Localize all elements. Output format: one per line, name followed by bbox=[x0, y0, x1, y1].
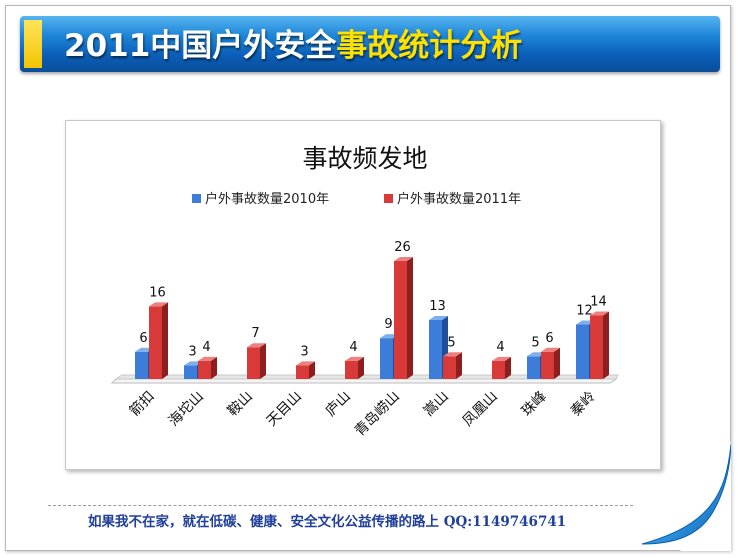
bar-front bbox=[296, 365, 309, 379]
bar-side bbox=[456, 352, 462, 379]
data-label: 9 bbox=[384, 317, 392, 332]
bar-top bbox=[590, 311, 609, 316]
x-tick-label: 天目山 bbox=[264, 389, 305, 430]
slide-title-part-2: 事故统计分析 bbox=[336, 28, 523, 64]
bar-front bbox=[443, 356, 456, 379]
bar-top bbox=[443, 352, 462, 357]
data-label: 4 bbox=[349, 340, 357, 355]
legend-swatch-2 bbox=[384, 194, 393, 203]
bar-side bbox=[603, 311, 609, 379]
legend-label-1: 户外事故数量2010年 bbox=[205, 191, 329, 207]
data-label: 4 bbox=[202, 340, 210, 355]
bar-top bbox=[296, 361, 315, 366]
x-tick-label: 箭扣 bbox=[126, 388, 158, 420]
bar-2-4: 3 bbox=[296, 344, 315, 379]
bar-front bbox=[590, 315, 603, 379]
bar-front bbox=[184, 365, 197, 379]
x-tick-label: 秦岭 bbox=[568, 389, 599, 420]
bar-top bbox=[429, 316, 448, 320]
footer-divider bbox=[48, 505, 633, 506]
chart-panel: 事故频发地 户外事故数量2010年 户外事故数量2011年 6 16 3 4 7 3 4 9 26… bbox=[65, 120, 661, 470]
bar-side bbox=[358, 356, 364, 379]
bar-front bbox=[492, 360, 505, 379]
bar-top bbox=[394, 257, 413, 261]
bar-top bbox=[345, 356, 364, 361]
data-label: 13 bbox=[429, 299, 446, 314]
bar-top bbox=[492, 356, 511, 361]
bar-front bbox=[135, 351, 148, 379]
bar-2-5: 4 bbox=[345, 340, 364, 379]
legend-swatch-1 bbox=[192, 194, 201, 203]
bar-side bbox=[554, 347, 560, 379]
x-tick-label: 鞍山 bbox=[225, 389, 256, 420]
data-label: 4 bbox=[496, 340, 504, 355]
x-tick-label: 青岛崂山 bbox=[352, 389, 403, 440]
bar-front bbox=[576, 324, 589, 379]
footer-text: 如果我不在家，就在低碳、健康、安全文化公益传播的路上 QQ:1149746741 bbox=[88, 514, 567, 530]
bar-side bbox=[407, 257, 413, 379]
bar-side bbox=[505, 356, 511, 379]
bar-top bbox=[541, 347, 560, 352]
data-label: 7 bbox=[251, 326, 259, 341]
bar-2-9: 6 bbox=[541, 331, 560, 379]
bar-side bbox=[309, 361, 315, 379]
bar-2-6: 26 bbox=[394, 240, 413, 379]
x-tick-label: 嵩山 bbox=[421, 389, 452, 420]
data-label: 5 bbox=[447, 335, 455, 350]
x-tick-label: 珠峰 bbox=[519, 389, 550, 420]
bar-2-3: 7 bbox=[247, 326, 266, 379]
bar-side bbox=[211, 356, 217, 379]
x-tick-label: 海坨山 bbox=[165, 388, 207, 430]
bar-front bbox=[345, 360, 358, 379]
bar-2-2: 4 bbox=[198, 340, 217, 379]
bar-2-8: 4 bbox=[492, 340, 511, 379]
data-label: 14 bbox=[590, 294, 607, 309]
title-banner bbox=[20, 16, 720, 72]
bar-front bbox=[394, 261, 407, 379]
chart-floor-plane bbox=[110, 378, 618, 384]
bar-side bbox=[162, 302, 168, 379]
bar-top bbox=[198, 356, 217, 361]
page-curl-decoration bbox=[641, 440, 731, 551]
data-label: 3 bbox=[188, 344, 196, 359]
bar-front bbox=[527, 356, 540, 379]
legend-label-2: 户外事故数量2011年 bbox=[397, 191, 521, 207]
bar-2-10: 14 bbox=[590, 294, 609, 379]
x-tick-label: 凤凰山 bbox=[460, 389, 501, 430]
data-label: 16 bbox=[149, 285, 166, 300]
slide-title-part-1: 2011中国户外安全 bbox=[64, 28, 337, 64]
chart-title: 事故频发地 bbox=[302, 144, 427, 173]
data-label: 3 bbox=[300, 344, 308, 359]
bar-front bbox=[247, 347, 260, 379]
chart-legend: 户外事故数量2010年 户外事故数量2011年 bbox=[192, 191, 521, 207]
bar-front bbox=[380, 338, 393, 379]
bar-front bbox=[429, 320, 442, 379]
data-label: 12 bbox=[576, 304, 593, 319]
data-label: 6 bbox=[139, 331, 147, 346]
bar-front bbox=[198, 360, 211, 379]
bar-top bbox=[149, 302, 168, 307]
bar-top bbox=[247, 343, 266, 348]
x-tick-label: 庐山 bbox=[323, 389, 354, 420]
bar-front bbox=[541, 351, 554, 379]
title-accent-stripe bbox=[24, 20, 42, 68]
bar-side bbox=[260, 343, 266, 379]
bar-front bbox=[149, 306, 162, 379]
data-label: 26 bbox=[394, 240, 411, 255]
data-label: 6 bbox=[545, 331, 553, 346]
data-label: 5 bbox=[531, 335, 539, 350]
bar-2-7: 5 bbox=[443, 335, 462, 379]
slide-title: 2011中国户外安全事故统计分析 bbox=[64, 24, 522, 68]
bar-2-1: 16 bbox=[149, 285, 168, 379]
